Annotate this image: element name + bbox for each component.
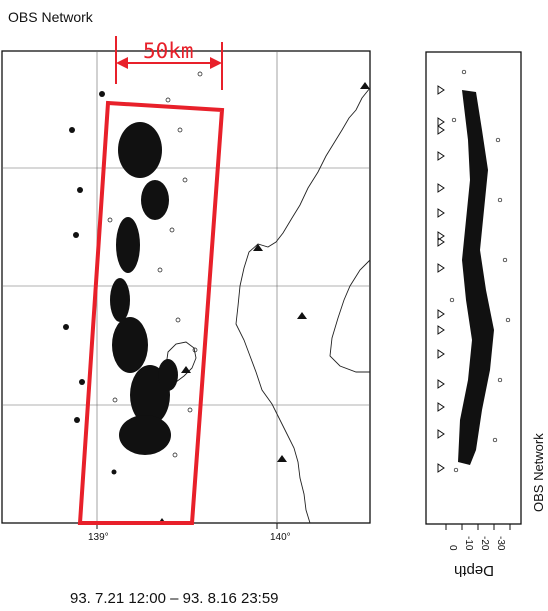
obs-stations-map: [63, 91, 117, 475]
depth-panel: 0 -10 -20 -30 Depth: [425, 51, 522, 579]
obs-stations-depth: [437, 85, 445, 473]
side-title: OBS Network: [531, 433, 546, 512]
depth-frame: [425, 51, 522, 525]
map-frame: [1, 50, 371, 524]
scale-bar: [115, 36, 223, 90]
land-stations: [157, 82, 370, 525]
seismicity-cluster: [110, 122, 178, 455]
depth-tick-20: -20: [479, 536, 490, 551]
depth-tick-10: -10: [463, 536, 474, 551]
lon-label-140: 140°: [270, 532, 291, 543]
map-grid: [2, 51, 370, 523]
depth-distribution: [458, 90, 494, 465]
study-area-box: [77, 100, 225, 525]
lon-label-139: 139°: [88, 532, 109, 543]
map-panel: 50km 139° 140°: [1, 36, 371, 543]
depth-tick-30: -30: [495, 536, 506, 551]
depth-tick-0: 0: [447, 545, 458, 551]
date-range: 93. 7.21 12:00 – 93. 8.16 23:59: [70, 590, 279, 607]
figure-title: OBS Network: [8, 9, 94, 25]
scale-label: 50km: [143, 39, 194, 63]
depth-axis-label: Depth: [454, 562, 494, 579]
